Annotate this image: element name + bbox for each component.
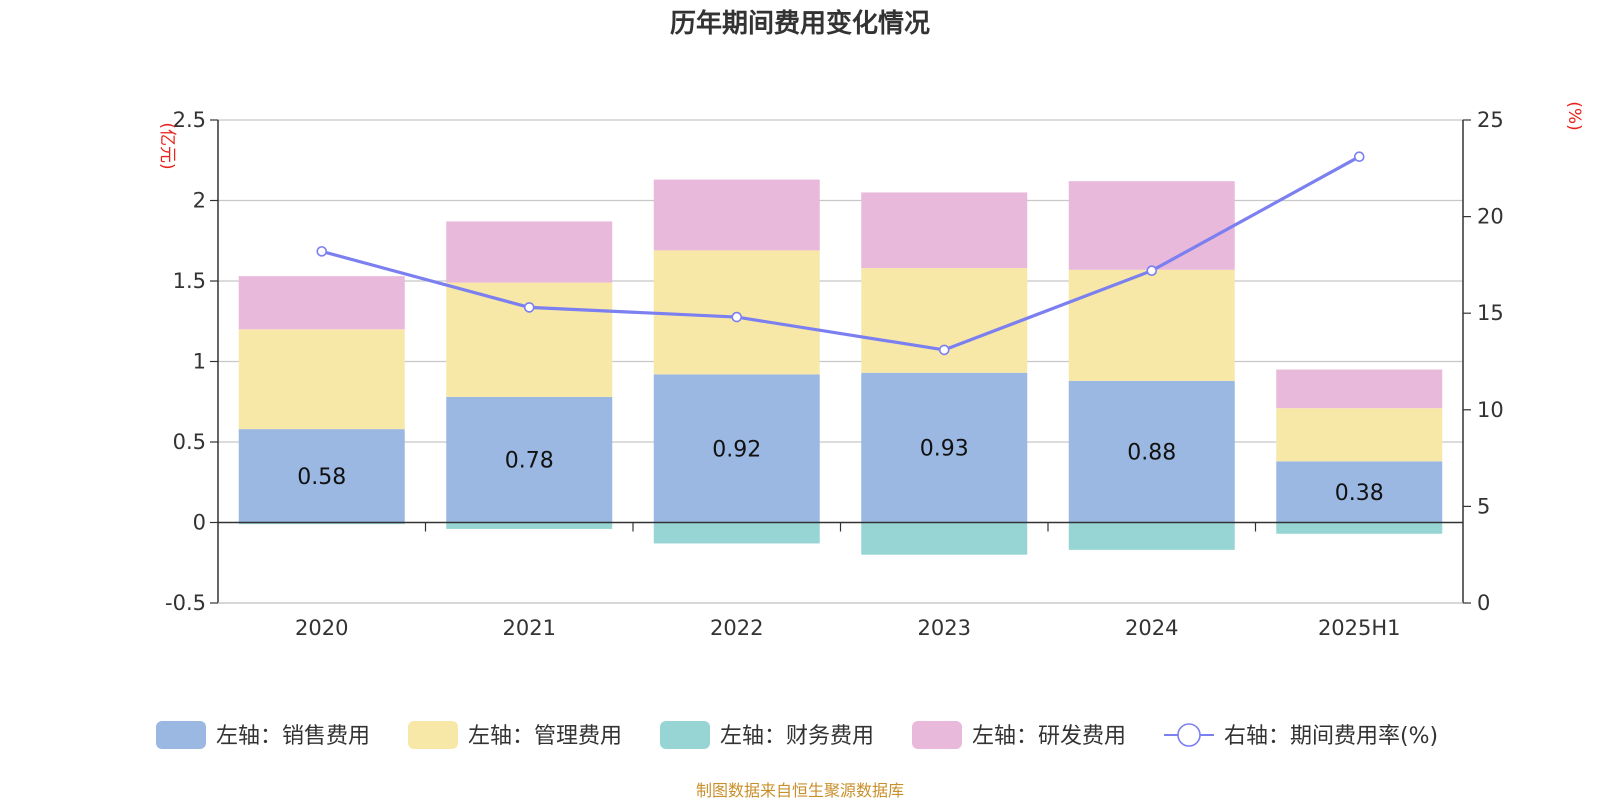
source-note: 制图数据来自恒生聚源数据库: [696, 781, 904, 800]
bar-segment: [446, 221, 613, 283]
category-label: 2021: [503, 616, 556, 640]
bar-data-label: 0.88: [1127, 441, 1176, 466]
bar-segment: [861, 372, 1028, 523]
bar-segment: [653, 522, 820, 544]
chart-title: 历年期间费用变化情况: [670, 8, 930, 39]
legend-item: 左轴：管理费用: [408, 721, 622, 749]
bar-segment: [861, 192, 1028, 269]
legend-item: 右轴：期间费用率(%): [1164, 723, 1438, 749]
left-tick-label: -0.5: [165, 591, 206, 615]
bar-segment: [1276, 408, 1443, 462]
category-label: 2020: [295, 616, 348, 640]
expense-rate-point: [523, 302, 535, 313]
bar-segment: [238, 522, 405, 525]
right-tick-label: 0: [1477, 591, 1490, 615]
bar-data-label: 0.38: [1335, 481, 1384, 506]
left-axis-unit: (亿元): [157, 122, 177, 169]
bar-segment: [1068, 380, 1235, 523]
legend-color-swatch: [156, 721, 206, 749]
category-label: 2023: [918, 616, 971, 640]
axes: -0.5 0 0.5 1 1.5 2 2.5 0 5 10 15 20 25 2020 2021 2022 20…: [165, 108, 1504, 640]
bar-segment: [1068, 522, 1235, 550]
right-tick-label: 15: [1477, 301, 1504, 325]
legend-item: 左轴：销售费用: [156, 721, 370, 749]
legend-item: 左轴：研发费用: [912, 721, 1126, 749]
legend-label: 左轴：研发费用: [972, 724, 1126, 749]
bar-data-label: 0.58: [297, 465, 346, 490]
bar-segment: [238, 276, 405, 330]
bar-segment: [1276, 369, 1443, 409]
expense-rate-point: [731, 311, 743, 323]
expense-rate-point: [1146, 265, 1158, 276]
left-tick-label: 0: [193, 511, 206, 535]
right-axis-unit: (%): [1564, 101, 1584, 130]
bar-segment: [446, 522, 613, 529]
category-label: 2024: [1125, 616, 1178, 640]
bar-segment: [446, 282, 613, 397]
category-label: 2025H1: [1318, 616, 1401, 640]
left-tick-label: 2.5: [173, 108, 206, 132]
expense-rate-line: [316, 151, 1365, 356]
legend: 左轴：销售费用 左轴：管理费用 左轴：财务费用 左轴：研发费用 右轴：期间费用率(%): [156, 721, 1438, 749]
bar-segment: [1276, 522, 1443, 534]
right-tick-label: 5: [1477, 494, 1490, 518]
bar-segment: [1068, 181, 1235, 270]
legend-label: 左轴：财务费用: [720, 724, 874, 749]
right-tick-label: 10: [1477, 398, 1504, 422]
bar-data-label: 0.93: [920, 437, 969, 462]
legend-color-swatch: [912, 721, 962, 749]
left-tick-label: 0.5: [173, 430, 206, 454]
expense-rate-point: [316, 246, 328, 257]
expense-rate-point: [938, 344, 950, 356]
left-tick-label: 2: [193, 189, 206, 213]
bar-segment: [861, 268, 1028, 373]
left-tick-label: 1: [193, 350, 206, 374]
category-label: 2022: [710, 616, 763, 640]
legend-color-swatch: [408, 721, 458, 749]
right-tick-label: 25: [1477, 108, 1504, 132]
legend-label: 左轴：销售费用: [216, 724, 370, 749]
legend-marker-swatch: [1177, 723, 1201, 747]
bar-data-label: 0.92: [712, 437, 761, 462]
data-labels: 0.58 0.78 0.92 0.93 0.88 0.38: [297, 437, 1383, 506]
legend-label: 左轴：管理费用: [468, 724, 622, 749]
bar-segment: [238, 429, 405, 523]
stacked-bars: [238, 179, 1443, 555]
bar-segment: [238, 329, 405, 430]
legend-label: 右轴：期间费用率(%): [1224, 724, 1438, 749]
expense-rate-point: [1353, 151, 1365, 163]
bar-segment: [653, 179, 820, 251]
bar-segment: [446, 396, 613, 523]
legend-color-swatch: [660, 721, 710, 749]
bar-segment: [1068, 269, 1235, 381]
expense-rate-series-line: [321, 155, 1361, 352]
bar-segment: [1276, 461, 1443, 523]
legend-item: 左轴：财务费用: [660, 721, 874, 749]
bar-segment: [861, 522, 1028, 555]
right-tick-label: 20: [1477, 205, 1504, 229]
left-tick-label: 1.5: [173, 269, 206, 293]
bar-segment: [653, 374, 820, 523]
bar-data-label: 0.78: [505, 449, 554, 474]
